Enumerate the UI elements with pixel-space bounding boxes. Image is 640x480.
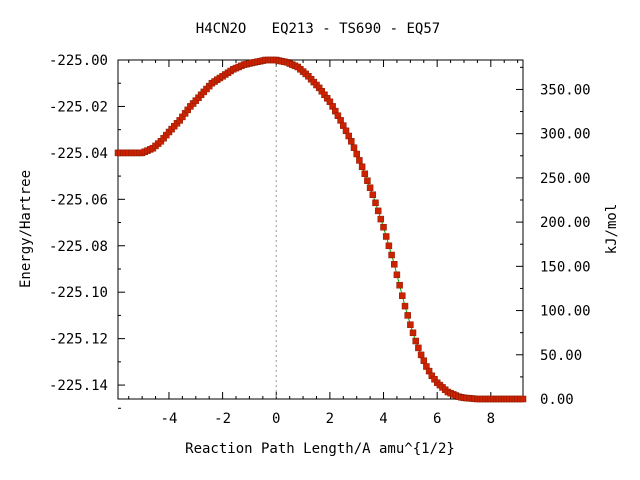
y2-tick-label: 350.00 [540, 82, 591, 98]
y2-axis-label: kJ/mol [604, 204, 620, 255]
x-axis-label: Reaction Path Length/A amu^{1/2} [185, 441, 455, 457]
y-tick-label: -225.00 [49, 53, 108, 69]
y2-tick-label: 0.00 [540, 392, 574, 408]
data-point [415, 344, 422, 352]
y-tick-label: -225.04 [49, 146, 108, 162]
data-point [356, 157, 363, 164]
data-point [350, 144, 358, 151]
y-axis-right: 0.00 50.00 100.00 150.00 200.00 250.00 300.00 3… [516, 66, 591, 408]
data-point [372, 199, 379, 207]
x-tick-label: 4 [379, 411, 387, 427]
data-point [374, 207, 382, 215]
y2-tick-label: 100.00 [540, 304, 591, 320]
x-tick-label: 2 [326, 411, 334, 427]
data-point [404, 312, 411, 319]
data-point [353, 150, 360, 158]
y-tick-label: -225.08 [49, 239, 108, 255]
data-point [417, 351, 425, 359]
data-point [377, 215, 385, 223]
data-point [361, 170, 369, 178]
x-tick-label: -2 [214, 411, 231, 427]
data-point [385, 242, 393, 250]
data-point [364, 177, 371, 184]
data-point [366, 184, 374, 191]
data-point [380, 223, 387, 231]
data-point [358, 163, 366, 171]
plot-frame [117, 59, 524, 400]
data-point [412, 337, 419, 345]
y-axis-label: Energy/Hartree [18, 170, 34, 288]
y-tick-label: -225.12 [49, 332, 108, 348]
x-tick-label: 8 [487, 411, 495, 427]
data-point [420, 357, 428, 364]
x-tick-label: -4 [161, 411, 178, 427]
y2-tick-label: 200.00 [540, 215, 591, 231]
data-points [114, 56, 527, 403]
y-axis-left: -225.00 -225.02 -225.04 -225.06 -225.08 -225.… [49, 53, 125, 409]
data-point [399, 292, 406, 299]
y2-tick-label: 150.00 [540, 259, 591, 275]
x-tick-label: 0 [272, 411, 280, 427]
data-point [519, 395, 527, 403]
data-point [393, 271, 401, 279]
data-point [396, 281, 403, 289]
data-point [369, 191, 377, 198]
x-axis: -4 -2 0 2 4 6 8 [128, 60, 519, 427]
data-point [401, 302, 409, 310]
x-tick-label: 6 [433, 411, 441, 427]
data-point [348, 138, 355, 145]
data-point [407, 321, 414, 328]
data-point [388, 251, 395, 259]
series-line [118, 59, 523, 400]
data-point [382, 233, 390, 240]
y2-tick-label: 300.00 [540, 127, 591, 143]
y-tick-label: -225.14 [49, 378, 108, 394]
y2-tick-label: 50.00 [540, 348, 582, 364]
chart-title: H4CN2O EQ213 - TS690 - EQ57 [196, 21, 440, 37]
y-tick-label: -225.06 [49, 192, 108, 208]
plot-border [117, 59, 524, 400]
data-point [409, 329, 417, 337]
y-tick-label: -225.10 [49, 285, 108, 301]
y-tick-label: -225.02 [49, 99, 108, 115]
y2-tick-label: 250.00 [540, 171, 591, 187]
data-point [391, 261, 398, 268]
